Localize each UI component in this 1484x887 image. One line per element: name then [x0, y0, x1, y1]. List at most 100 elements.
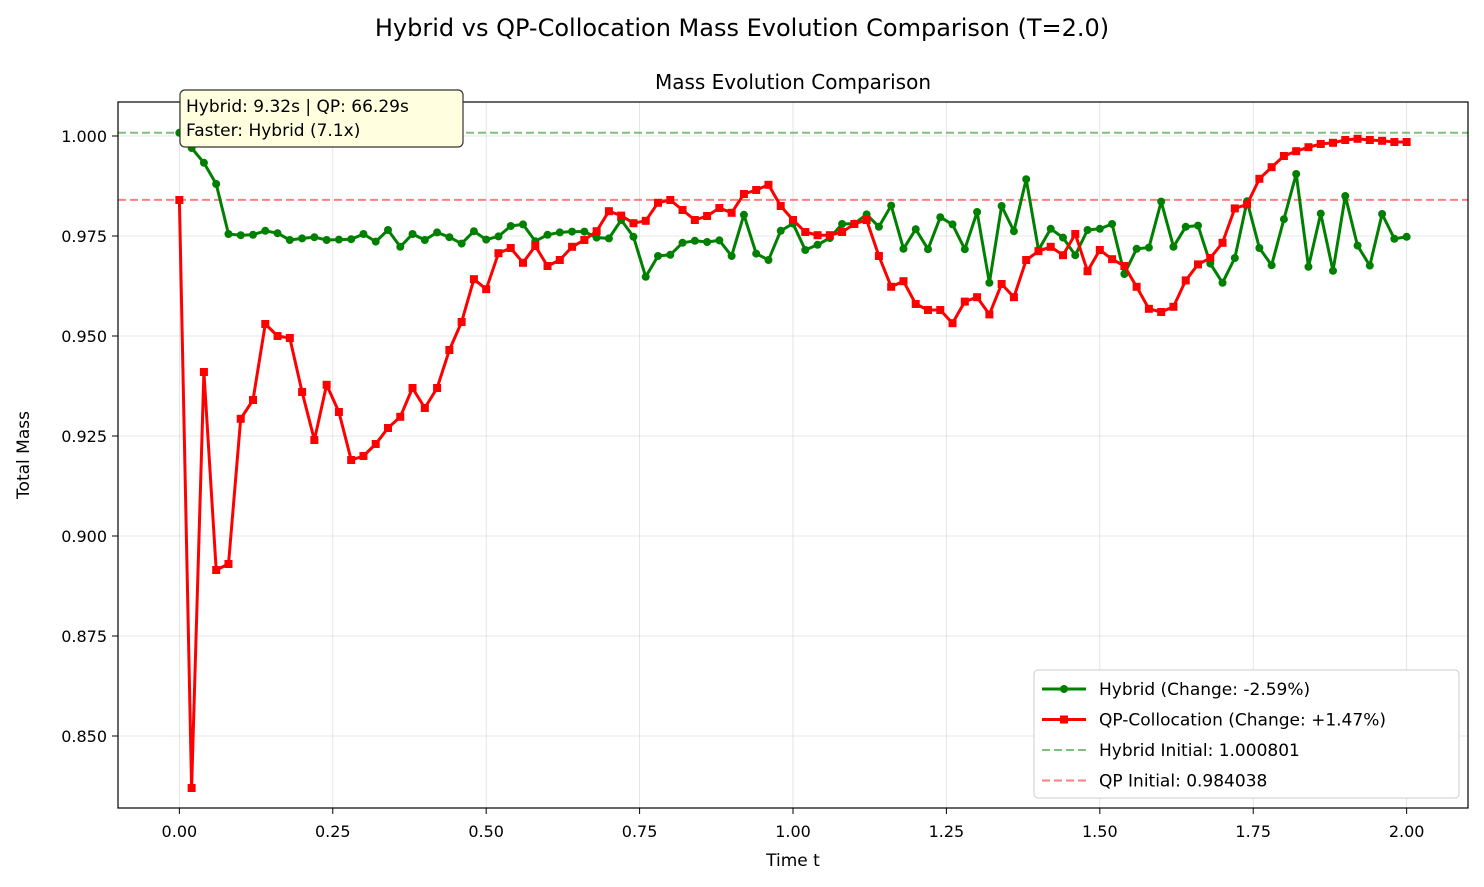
data-point — [936, 213, 945, 222]
data-point — [1316, 140, 1325, 148]
data-point — [1181, 276, 1190, 285]
data-point — [752, 249, 761, 258]
data-point — [715, 236, 724, 245]
y-tick-label: 0.925 — [61, 427, 107, 446]
data-point — [1243, 200, 1252, 209]
data-point — [1218, 238, 1227, 247]
data-point — [727, 252, 736, 260]
data-point — [384, 226, 392, 234]
data-point — [543, 262, 552, 270]
data-point — [568, 227, 577, 236]
y-axis-label: Total Mass — [14, 411, 34, 500]
data-point — [1157, 197, 1166, 206]
data-point — [1329, 266, 1337, 275]
data-point — [1316, 209, 1325, 218]
data-point — [580, 236, 589, 244]
data-point — [727, 208, 736, 217]
data-point — [1009, 293, 1018, 302]
data-point — [764, 180, 773, 189]
data-point — [236, 414, 245, 423]
data-point — [1230, 254, 1239, 262]
data-point — [997, 202, 1006, 210]
data-point — [1120, 262, 1129, 270]
data-point — [1402, 138, 1411, 146]
data-point — [1083, 226, 1092, 234]
data-point — [739, 210, 748, 219]
data-point — [1034, 247, 1043, 256]
data-point — [1390, 138, 1399, 146]
data-point — [261, 320, 270, 328]
data-point — [347, 235, 356, 244]
data-point — [359, 452, 368, 460]
data-point — [936, 306, 945, 314]
data-point — [1390, 234, 1399, 243]
data-point — [924, 245, 932, 254]
data-point — [482, 285, 491, 294]
data-point — [469, 275, 478, 284]
data-point — [212, 566, 221, 574]
timing-annotation: Hybrid: 9.32s | QP: 66.29s Faster: Hybri… — [179, 89, 464, 148]
y-tick-label: 0.975 — [61, 227, 107, 246]
data-point — [1304, 262, 1313, 271]
data-point — [887, 201, 896, 210]
data-point — [396, 242, 405, 251]
data-point — [519, 220, 527, 229]
data-point — [1046, 242, 1055, 251]
data-point — [555, 256, 564, 264]
data-point — [1132, 282, 1141, 291]
data-point — [1169, 302, 1178, 311]
data-point — [310, 436, 319, 444]
data-point — [592, 233, 601, 242]
data-point — [1144, 304, 1153, 313]
data-point — [838, 220, 847, 228]
data-point — [789, 216, 797, 224]
data-point — [1108, 255, 1117, 264]
data-point — [813, 240, 822, 249]
data-point — [690, 236, 699, 245]
data-point — [1218, 278, 1227, 287]
reference-lines — [118, 131, 1468, 201]
data-point — [469, 227, 478, 236]
plot-title: Mass Evolution Comparison — [655, 70, 931, 94]
data-point — [1144, 243, 1153, 252]
data-point — [261, 226, 270, 235]
data-point — [985, 278, 994, 287]
data-point — [776, 226, 785, 235]
data-point — [1341, 136, 1350, 144]
x-tick-label: 0.25 — [315, 822, 351, 841]
data-point — [604, 234, 613, 243]
data-point — [629, 232, 638, 241]
data-point — [1009, 227, 1018, 236]
data-point — [273, 332, 282, 340]
data-point — [874, 252, 883, 260]
data-point — [617, 211, 626, 220]
series-lines — [175, 128, 1411, 792]
data-point — [1267, 261, 1276, 270]
data-point — [285, 236, 294, 244]
data-point — [911, 300, 920, 308]
data-point — [678, 238, 687, 247]
data-point — [199, 158, 208, 167]
legend-label: Hybrid (Change: -2.59%) — [1099, 680, 1310, 700]
data-point — [1230, 204, 1239, 213]
data-point — [703, 238, 712, 246]
data-point — [1255, 174, 1264, 183]
y-tick-label: 0.875 — [61, 627, 107, 646]
data-point — [776, 202, 785, 210]
data-point — [862, 216, 871, 224]
data-point — [641, 272, 650, 281]
data-point — [1022, 175, 1031, 184]
y-tick-label: 0.900 — [61, 527, 107, 546]
data-point — [641, 216, 650, 225]
data-point — [1059, 233, 1067, 242]
data-point — [1279, 215, 1288, 224]
data-point — [1095, 246, 1104, 254]
data-point — [1206, 254, 1215, 262]
data-point — [1402, 232, 1411, 241]
data-point — [273, 229, 282, 238]
data-point — [359, 230, 368, 238]
data-point — [249, 396, 257, 404]
data-point — [175, 196, 184, 204]
data-point — [347, 456, 356, 464]
data-point — [629, 219, 638, 228]
